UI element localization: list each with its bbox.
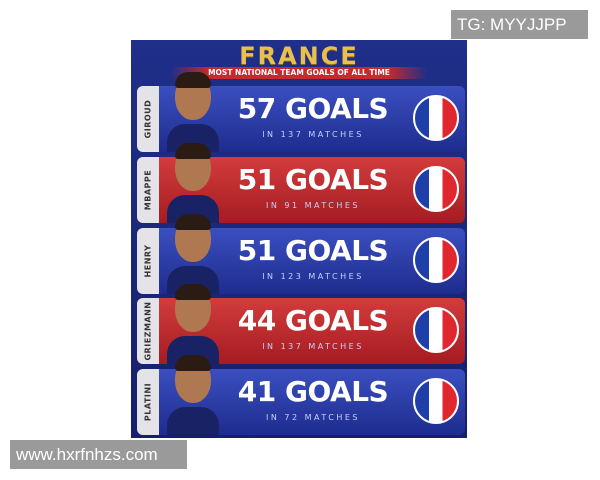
goals-count: 51 GOALS [237, 163, 389, 196]
player-row: PLATINI 41 GOALS IN 72 MATCHES [137, 355, 465, 435]
name-tab: GRIEZMANN [137, 298, 159, 364]
player-name: GRIEZMANN [143, 301, 153, 361]
matches-count: IN 137 MATCHES [262, 342, 364, 351]
france-flag-icon [413, 166, 459, 212]
name-tab: GIROUD [137, 86, 159, 152]
matches-count: IN 91 MATCHES [265, 201, 360, 210]
france-flag-icon [413, 237, 459, 283]
watermark-top: TG: MYYJJPP [451, 10, 588, 39]
poster-title: FRANCE [239, 42, 359, 70]
player-name: GIROUD [143, 99, 153, 139]
watermark-bottom: www.hxrfnhzs.com [10, 440, 187, 469]
matches-count: IN 123 MATCHES [262, 272, 364, 281]
name-tab: MBAPPE [137, 157, 159, 223]
poster-subtitle: MOST NATIONAL TEAM GOALS OF ALL TIME [171, 67, 427, 79]
infographic-poster: FRANCE MOST NATIONAL TEAM GOALS OF ALL T… [131, 40, 467, 438]
matches-count: IN 137 MATCHES [262, 130, 364, 139]
player-photo [167, 72, 219, 152]
player-name: HENRY [143, 244, 153, 278]
name-tab: PLATINI [137, 369, 159, 435]
goals-count: 41 GOALS [237, 375, 389, 408]
france-flag-icon [413, 307, 459, 353]
player-photo [167, 214, 219, 294]
name-tab: HENRY [137, 228, 159, 294]
player-photo [167, 355, 219, 435]
player-row: GIROUD 57 GOALS IN 137 MATCHES [137, 72, 465, 152]
player-photo [167, 284, 219, 364]
player-row: GRIEZMANN 44 GOALS IN 137 MATCHES [137, 284, 465, 364]
france-flag-icon [413, 95, 459, 141]
goals-count: 57 GOALS [237, 92, 389, 125]
player-name: PLATINI [143, 382, 153, 422]
goals-count: 44 GOALS [237, 304, 389, 337]
matches-count: IN 72 MATCHES [265, 413, 360, 422]
player-photo [167, 143, 219, 223]
goals-count: 51 GOALS [237, 234, 389, 267]
france-flag-icon [413, 378, 459, 424]
player-row: HENRY 51 GOALS IN 123 MATCHES [137, 214, 465, 294]
player-row: MBAPPE 51 GOALS IN 91 MATCHES [137, 143, 465, 223]
player-name: MBAPPE [143, 169, 153, 211]
